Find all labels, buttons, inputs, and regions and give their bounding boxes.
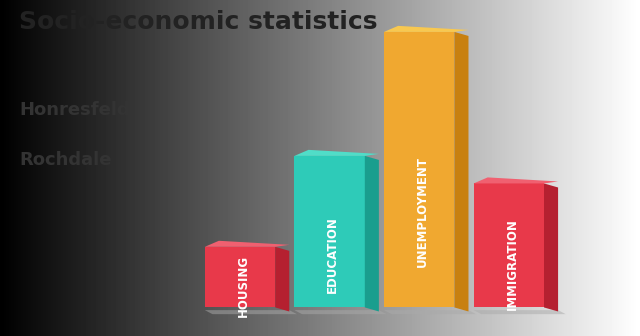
Polygon shape <box>294 310 387 314</box>
Text: IMMIGRATION: IMMIGRATION <box>506 218 518 310</box>
Polygon shape <box>294 150 379 156</box>
Text: HOUSING: HOUSING <box>237 255 250 317</box>
Polygon shape <box>384 310 476 314</box>
Polygon shape <box>275 247 289 311</box>
Polygon shape <box>205 310 297 314</box>
Polygon shape <box>384 32 454 307</box>
Polygon shape <box>544 183 558 311</box>
Text: UNEMPLOYMENT: UNEMPLOYMENT <box>416 156 429 266</box>
Polygon shape <box>474 177 558 183</box>
Polygon shape <box>454 32 468 311</box>
Text: Rochdale: Rochdale <box>19 151 112 169</box>
Text: Socio-economic statistics: Socio-economic statistics <box>19 10 378 34</box>
Polygon shape <box>365 156 379 311</box>
Text: Honresfeld: Honresfeld <box>19 101 130 119</box>
Polygon shape <box>474 310 566 314</box>
Text: EDUCATION: EDUCATION <box>326 216 339 293</box>
Polygon shape <box>205 247 275 307</box>
Polygon shape <box>474 183 544 307</box>
Polygon shape <box>294 156 365 307</box>
Polygon shape <box>205 241 289 247</box>
Polygon shape <box>384 26 468 32</box>
